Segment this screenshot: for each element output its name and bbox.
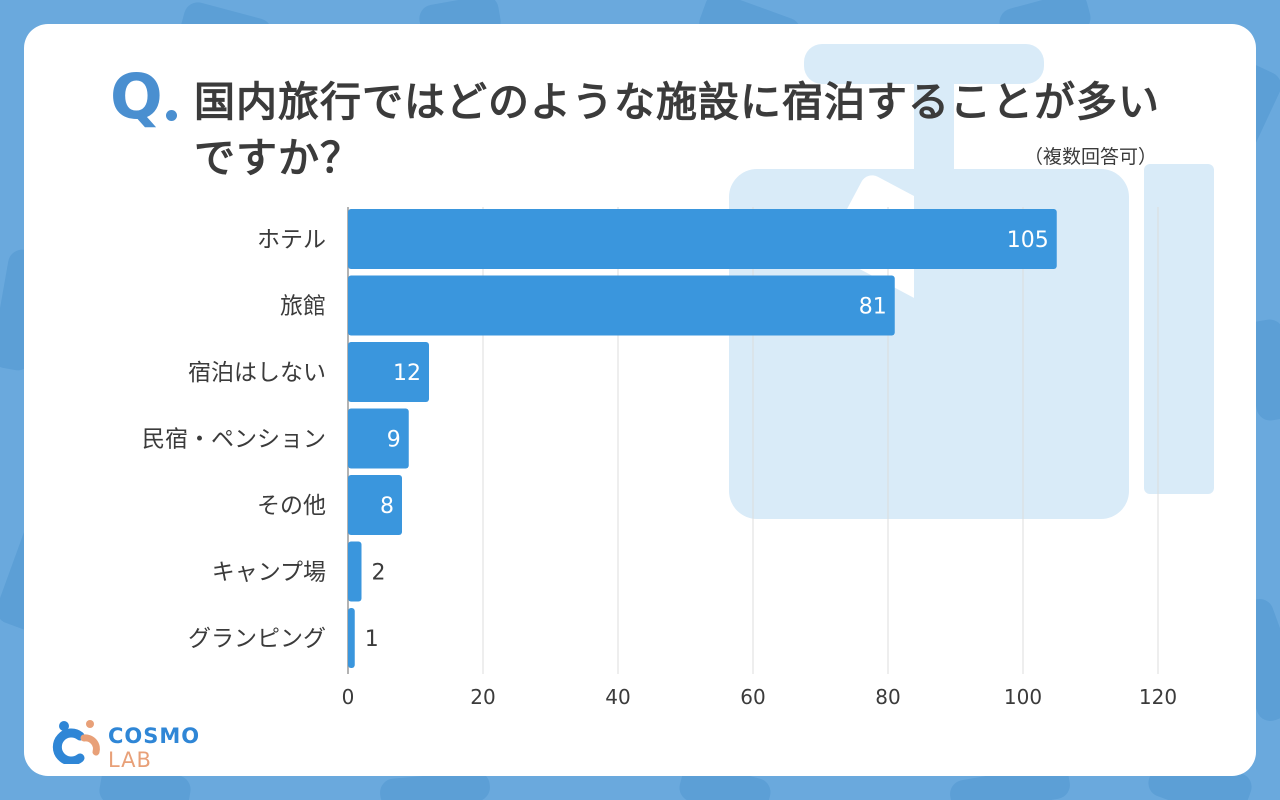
value-label: 8 [380,494,394,519]
category-label: ホテル [257,227,326,253]
bar [348,342,429,402]
logo-text-sub: LAB [108,748,152,772]
x-tick-label: 0 [342,685,355,709]
value-label: 2 [372,561,386,586]
bar [348,209,1057,269]
category-label: その他 [257,493,326,519]
chart-card: Q 国内旅行ではどのような施設に宿泊することが多いですか？ （複数回答可） 0 2… [24,24,1256,776]
category-label: グランピング [188,626,326,652]
x-tick-label: 60 [740,685,765,709]
x-tick-label: 100 [1004,685,1042,709]
question-dot [166,110,177,121]
bar [348,541,362,602]
bar [348,608,355,668]
value-label: 12 [393,361,421,386]
value-label: 9 [387,428,401,453]
category-label: 宿泊はしない [188,360,326,386]
category-label: 民宿・ペンション [142,427,326,453]
cosmo-lab-logo: COSMO LAB [50,714,250,772]
x-tick-label: 120 [1139,685,1177,709]
x-tick-label: 80 [875,685,900,709]
logo-text: COSMO LAB [108,724,250,772]
page-title: 国内旅行ではどのような施設に宿泊することが多いですか？ [194,78,1160,182]
bar [348,275,895,336]
x-tick-label: 40 [605,685,630,709]
value-label: 81 [859,295,887,320]
multiple-answer-note: （複数回答可） [1024,146,1158,168]
logo-text-main: COSMO [108,724,201,748]
x-tick-label: 20 [470,685,495,709]
question-mark-q: Q [110,60,163,133]
bar [348,408,409,469]
category-label: キャンプ場 [212,560,326,586]
value-label: 1 [365,627,379,652]
cosmo-lab-logo-icon [52,720,100,764]
value-label: 105 [1007,228,1049,253]
bar [348,475,402,535]
category-label: 旅館 [280,294,326,320]
